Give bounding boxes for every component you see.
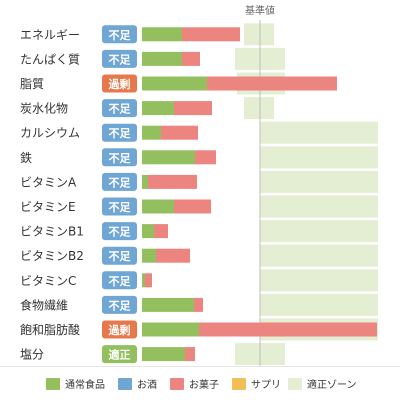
bar-segment: [142, 125, 161, 140]
bar-segment: [156, 248, 190, 263]
status-badge: [102, 222, 137, 241]
legend-item-snacks: お菓子: [170, 376, 219, 391]
legend-label: お酒: [137, 380, 157, 391]
status-badge-text: 不足: [109, 127, 132, 140]
status-badge-text: 不足: [109, 299, 132, 312]
category-label: ビタミンE: [20, 200, 76, 214]
status-badge-text: 過剰: [108, 77, 131, 91]
legend-item-normal-food: 通常食品: [46, 376, 105, 391]
bar-segment: [142, 199, 174, 214]
status-badge-text: 不足: [109, 275, 132, 288]
category-label: ビタミンA: [20, 175, 77, 189]
status-badge: [102, 25, 137, 44]
bar-segment: [207, 76, 337, 91]
optimal-zone-8: [260, 220, 378, 243]
category-label: 炭水化物: [20, 102, 68, 116]
category-label: 食物繊維: [20, 297, 68, 312]
status-badge-text: 不足: [109, 152, 132, 165]
optimal-zone-0: [244, 23, 274, 46]
status-badge-text: 不足: [109, 53, 132, 66]
category-label: エネルギー: [20, 28, 80, 42]
legend-item-alcohol: お酒: [118, 376, 157, 391]
status-badge-text: 不足: [109, 201, 132, 214]
category-label: 脂質: [20, 76, 44, 91]
bar-segment: [174, 101, 212, 116]
status-badge-text: 不足: [109, 29, 132, 42]
legend-item-supplement: サプリ: [232, 376, 281, 391]
optimal-zone-9: [260, 244, 378, 267]
bar-segment: [154, 224, 168, 239]
status-badge-text: 過剰: [108, 323, 131, 337]
bar-segment: [145, 273, 152, 288]
optimal-zone-3: [244, 97, 274, 120]
bar-segment: [199, 322, 377, 337]
legend-swatch: [232, 377, 246, 390]
status-badge-text: 不足: [109, 226, 132, 239]
status-badge: [102, 99, 137, 118]
bar-segment: [142, 76, 207, 91]
legend-swatch: [288, 377, 302, 390]
status-badge: [102, 320, 137, 339]
category-label: 塩分: [20, 347, 44, 362]
bar-segment: [142, 224, 154, 239]
category-label: たんぱく質: [20, 51, 80, 66]
bar-segment: [142, 273, 145, 288]
status-badge: [102, 246, 137, 265]
status-badge: [102, 148, 137, 167]
bar-segment: [142, 248, 156, 263]
category-label: 飽和脂肪酸: [20, 322, 80, 337]
category-label: ビタミンB1: [20, 225, 84, 239]
bar-segment: [142, 101, 174, 116]
bar-segment: [142, 150, 195, 165]
reference-label: 基準値: [245, 4, 275, 17]
category-label: ビタミンC: [20, 274, 76, 288]
category-label: ビタミンB2: [20, 249, 84, 263]
optimal-zone-7: [260, 195, 378, 218]
status-badge: [102, 197, 137, 216]
status-badge-text: 不足: [109, 250, 132, 263]
legend-label: 適正ゾーン: [307, 380, 357, 391]
legend-swatch: [46, 377, 60, 390]
status-badge-text: 適正: [109, 348, 131, 362]
status-badge-text: 不足: [109, 103, 132, 116]
optimal-zone-11: [260, 293, 378, 316]
status-badge: [102, 123, 137, 142]
category-label: 鉄: [20, 150, 32, 165]
legend-label: サプリ: [251, 380, 281, 391]
chart-legend: 通常食品 お酒 お菓子 サプリ 適正ゾーン: [46, 374, 386, 394]
bar-segment: [194, 297, 203, 312]
bar-segment: [142, 347, 185, 362]
bar-segment: [142, 174, 148, 189]
legend-item-optimal-zone: 適正ゾーン: [288, 376, 357, 391]
optimal-zone-4: [260, 121, 378, 144]
status-badge: [102, 172, 137, 191]
optimal-zone-6: [260, 170, 378, 193]
bar-segment: [182, 51, 200, 66]
legend-swatch: [170, 377, 184, 390]
bar-segment: [142, 51, 182, 66]
status-badge: [102, 271, 137, 290]
optimal-zone-5: [260, 146, 378, 169]
optimal-zone-10: [260, 269, 378, 292]
category-label: カルシウム: [20, 126, 80, 140]
bar-segment: [142, 322, 199, 337]
status-badge-text: 不足: [109, 176, 132, 189]
bar-segment: [161, 125, 198, 140]
bar-segment: [185, 347, 195, 362]
bar-segment: [182, 27, 240, 42]
bar-segment: [174, 199, 211, 214]
status-badge: [102, 345, 137, 364]
legend-label: 通常食品: [65, 380, 105, 391]
bar-segment: [142, 27, 182, 42]
bar-segment: [142, 297, 194, 312]
status-badge: [102, 295, 137, 314]
legend-label: お菓子: [189, 380, 219, 391]
status-badge: [102, 49, 137, 68]
legend-divider: [0, 366, 400, 367]
bar-segment: [148, 174, 197, 189]
bar-segment: [195, 150, 216, 165]
status-badge: [102, 74, 137, 93]
legend-swatch: [118, 377, 132, 390]
